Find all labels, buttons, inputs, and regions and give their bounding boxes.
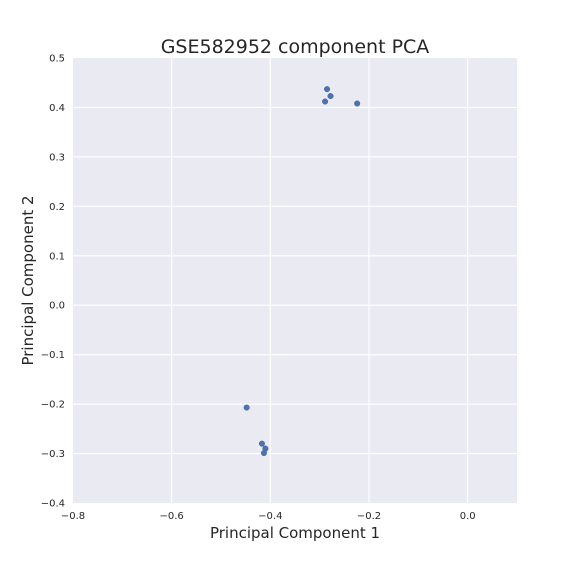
- x-tick-label: −0.4: [258, 511, 282, 522]
- plot-area: [73, 58, 517, 503]
- grid-lines: [73, 58, 517, 503]
- y-axis-label: Principal Component 2: [19, 195, 37, 365]
- x-tick-label: 0.0: [460, 511, 476, 522]
- scatter-point: [258, 440, 265, 447]
- x-tick-label: −0.6: [160, 511, 184, 522]
- x-tick-label: −0.8: [61, 511, 85, 522]
- scatter-point: [260, 450, 267, 457]
- scatter-point: [324, 86, 331, 93]
- x-tick-label: −0.2: [357, 511, 381, 522]
- y-axis-ticks: −0.4 −0.3 −0.2 −0.1 0.0 0.1 0.2 0.3 0.4 0.5: [41, 54, 65, 510]
- y-tick-label: −0.4: [41, 499, 65, 510]
- x-axis-label: Principal Component 1: [210, 524, 380, 542]
- x-axis-ticks: −0.8 −0.6 −0.4 −0.2 0.0: [61, 511, 476, 522]
- scatter-point: [327, 93, 334, 100]
- y-tick-label: −0.1: [41, 350, 65, 361]
- scatter-point: [354, 100, 361, 107]
- y-tick-label: −0.2: [41, 400, 65, 411]
- y-tick-label: 0.2: [49, 202, 65, 213]
- y-tick-label: 0.4: [49, 103, 65, 114]
- scatter-point: [322, 98, 329, 105]
- scatter-point: [243, 404, 250, 411]
- chart-title: GSE582952 component PCA: [161, 36, 430, 58]
- y-tick-label: 0.1: [49, 251, 65, 262]
- y-tick-label: 0.5: [49, 54, 65, 65]
- y-tick-label: 0.3: [49, 152, 65, 163]
- y-tick-label: −0.3: [41, 449, 65, 460]
- data-points: [243, 86, 361, 457]
- y-tick-label: 0.0: [49, 301, 65, 312]
